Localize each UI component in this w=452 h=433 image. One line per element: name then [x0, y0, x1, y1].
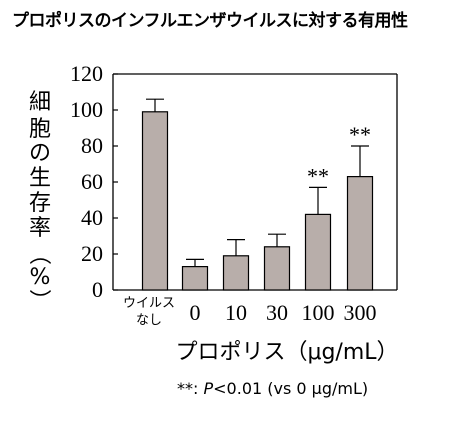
y-axis-label-char: 存 — [29, 191, 51, 216]
x-tick-label: 300 — [344, 300, 377, 325]
x-tick-label: ウイルス — [123, 296, 175, 311]
bar — [304, 213, 332, 291]
bar — [181, 266, 209, 291]
bar — [222, 255, 250, 291]
y-tick-label: 80 — [81, 133, 103, 158]
x-tick-label: 30 — [266, 300, 288, 325]
note-p: P — [203, 379, 213, 398]
y-axis-label-char: 生 — [29, 166, 51, 191]
x-axis-label: プロポリス（μg/mL） — [175, 340, 398, 365]
y-axis-label-char: 率 — [29, 216, 51, 241]
y-tick-label: 60 — [81, 169, 103, 194]
significance-note: **: P<0.01 (vs 0 μg/mL) — [177, 379, 368, 398]
y-tick-label: 20 — [81, 241, 103, 266]
significance-mark: ** — [349, 122, 371, 147]
x-tick-label: 100 — [302, 300, 335, 325]
x-tick-label: 0 — [190, 300, 201, 325]
bar — [141, 111, 169, 291]
y-tick-label: 100 — [70, 97, 103, 122]
y-axis-label-char: 胞 — [29, 117, 51, 142]
y-axis-label-char: ） — [26, 289, 51, 311]
chart-title: プロポリスのインフルエンザウイルスに対する有用性 — [12, 11, 408, 31]
y-tick-label: 40 — [81, 205, 103, 230]
y-tick-label: 0 — [92, 277, 103, 302]
y-axis-label-char: 細 — [29, 90, 51, 115]
x-tick-label: なし — [136, 313, 162, 328]
bar — [263, 246, 291, 291]
note-stars: **: — [177, 379, 203, 398]
significance-mark: ** — [307, 163, 329, 188]
y-axis-label-char: % — [30, 265, 51, 290]
bar — [346, 176, 374, 291]
note-rest: <0.01 (vs 0 μg/mL) — [213, 379, 368, 398]
y-axis-label-char: の — [29, 141, 51, 166]
x-tick-label: 10 — [225, 300, 247, 325]
y-tick-label: 120 — [70, 61, 103, 86]
y-axis-label-char: （ — [26, 243, 51, 265]
